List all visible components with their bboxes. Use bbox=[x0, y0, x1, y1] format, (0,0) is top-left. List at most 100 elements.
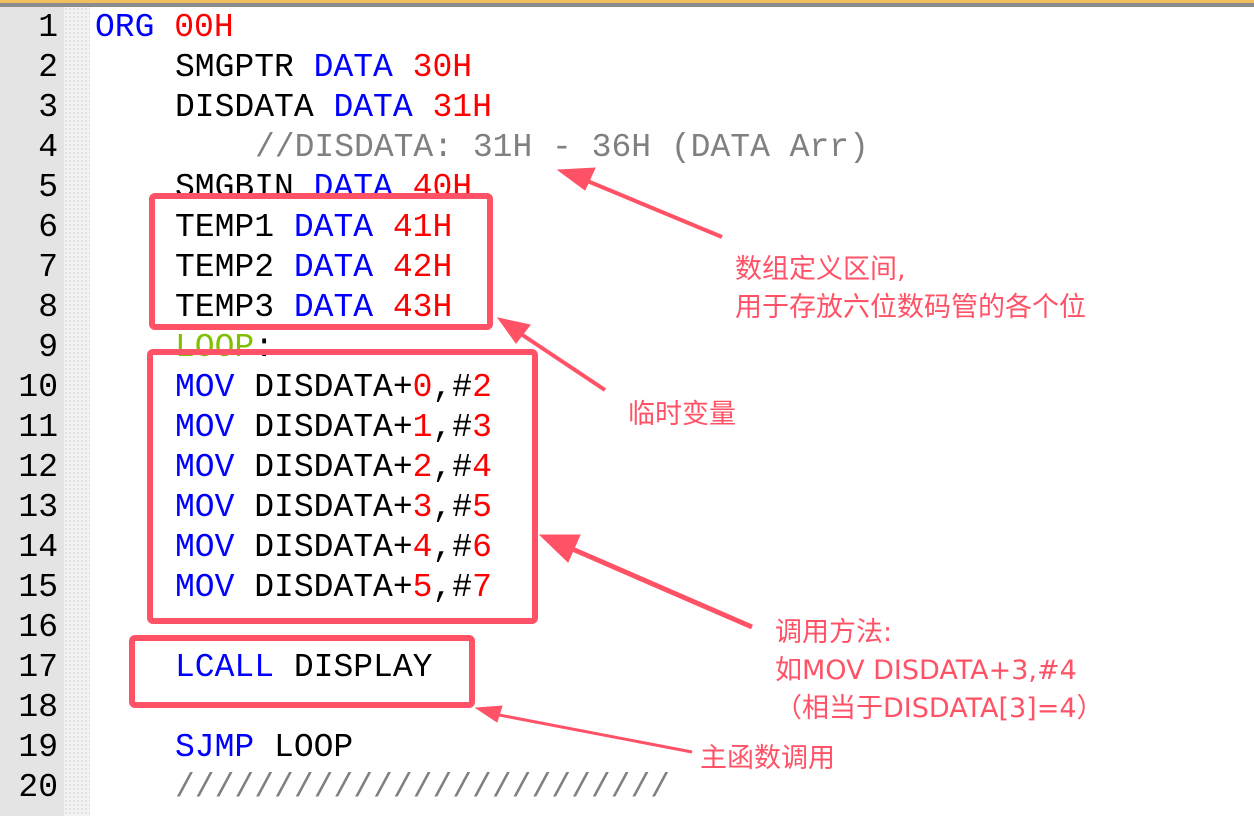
code-line[interactable]: 18 bbox=[0, 688, 60, 728]
code-text: MOV DISDATA+1,#3 bbox=[175, 408, 492, 448]
code-token: 3 bbox=[472, 409, 492, 446]
code-token: 3 bbox=[412, 489, 433, 526]
code-line[interactable]: 3 DISDATA DATA 31H bbox=[0, 88, 492, 128]
usage-note: 调用方法: 如MOV DISDATA+3,#4 （相当于DISDATA[3]=4） bbox=[775, 614, 1104, 728]
code-line[interactable]: 14 MOV DISDATA+4,#6 bbox=[0, 528, 492, 568]
array-note: 数组定义区间, 用于存放六位数码管的各个位 bbox=[735, 251, 1086, 327]
code-line[interactable]: 5 SMGBIN DATA 40H bbox=[0, 168, 472, 208]
code-token: ORG bbox=[95, 9, 155, 46]
temp-note: 临时变量 bbox=[628, 399, 736, 430]
code-text: MOV DISDATA+3,#5 bbox=[175, 488, 492, 528]
arrow-usage-head bbox=[538, 534, 581, 563]
line-number: 14 bbox=[18, 529, 58, 566]
line-number: 7 bbox=[38, 249, 58, 286]
line-number: 3 bbox=[38, 89, 58, 126]
line-number: 9 bbox=[38, 329, 58, 366]
code-line[interactable]: 13 MOV DISDATA+3,#5 bbox=[0, 488, 492, 528]
line-number: 5 bbox=[38, 169, 58, 206]
code-token: ,# bbox=[432, 529, 473, 566]
code-token: 0 bbox=[412, 369, 433, 406]
line-number: 13 bbox=[18, 489, 58, 526]
code-line[interactable]: 17 LCALL DISPLAY bbox=[0, 648, 432, 688]
code-text: TEMP2 DATA 42H bbox=[175, 248, 452, 288]
code-token: LCALL bbox=[175, 649, 275, 686]
code-text: SMGBIN DATA 40H bbox=[175, 168, 472, 208]
code-text: DISDATA DATA 31H bbox=[175, 88, 492, 128]
call-note: 主函数调用 bbox=[700, 743, 835, 774]
arrow-array-head bbox=[556, 167, 596, 191]
code-line[interactable]: 12 MOV DISDATA+2,#4 bbox=[0, 448, 492, 488]
code-token: 00H bbox=[174, 9, 234, 46]
code-token: MOV bbox=[175, 489, 235, 526]
code-line[interactable]: 1 ORG 00H bbox=[0, 8, 233, 48]
code-token: ,# bbox=[432, 449, 473, 486]
lcall-highlight-box bbox=[129, 635, 475, 708]
code-text: SMGPTR DATA 30H bbox=[175, 48, 472, 88]
code-token: 42H bbox=[392, 249, 453, 286]
code-line[interactable]: 19 SJMP LOOP bbox=[0, 728, 353, 768]
code-line[interactable]: 20 ///////////////////////// bbox=[0, 768, 670, 808]
code-text: ORG 00H bbox=[95, 8, 234, 48]
code-token: ,# bbox=[432, 409, 473, 446]
code-text: ///////////////////////// bbox=[175, 768, 670, 808]
code-text: MOV DISDATA+4,#6 bbox=[175, 528, 492, 568]
code-line[interactable]: 2 SMGPTR DATA 30H bbox=[0, 48, 472, 88]
code-token: ///////////////////////// bbox=[175, 769, 671, 806]
line-number: 6 bbox=[38, 209, 58, 246]
line-number: 1 bbox=[38, 9, 58, 46]
code-line[interactable]: 16 bbox=[0, 608, 60, 648]
line-number: 11 bbox=[18, 409, 58, 446]
code-line[interactable]: 15 MOV DISDATA+5,#7 bbox=[0, 568, 492, 608]
code-text: LCALL DISPLAY bbox=[175, 648, 432, 688]
code-token: ,# bbox=[432, 569, 473, 606]
code-token: DATA bbox=[313, 169, 393, 206]
code-token: //DISDATA: 31H - 36H (DATA Arr) bbox=[255, 129, 869, 166]
arrow-temp-line bbox=[516, 330, 607, 392]
code-token: DATA bbox=[293, 249, 374, 286]
code-token: DISPLAY bbox=[274, 649, 433, 686]
code-token: 2 bbox=[472, 369, 492, 406]
code-token: 1 bbox=[412, 409, 433, 446]
line-number: 4 bbox=[38, 129, 58, 166]
code-token: DISDATA+ bbox=[234, 489, 413, 526]
code-token: SJMP bbox=[175, 729, 255, 766]
code-token: 2 bbox=[412, 449, 433, 486]
code-token: DATA bbox=[293, 209, 374, 246]
usage-note-line-1: 调用方法: bbox=[775, 617, 893, 648]
code-text: SJMP LOOP bbox=[175, 728, 353, 768]
code-line[interactable]: 11 MOV DISDATA+1,#3 bbox=[0, 408, 492, 448]
array-note-line-1: 数组定义区间, bbox=[735, 254, 906, 285]
line-number: 12 bbox=[18, 449, 58, 486]
code-token: 5 bbox=[412, 569, 433, 606]
code-line[interactable]: 4 //DISDATA: 31H - 36H (DATA Arr) bbox=[0, 128, 869, 168]
code-token: DISDATA+ bbox=[234, 409, 413, 446]
code-line[interactable]: 9 LOOP: bbox=[0, 328, 274, 368]
line-number: 17 bbox=[18, 649, 58, 686]
code-line[interactable]: 10 MOV DISDATA+0,#2 bbox=[0, 368, 492, 408]
code-token: 40H bbox=[412, 169, 473, 206]
line-number: 8 bbox=[38, 289, 58, 326]
code-token: 43H bbox=[392, 289, 453, 326]
line-number: 19 bbox=[18, 729, 58, 766]
code-token: SMGPTR bbox=[175, 49, 294, 86]
code-line[interactable]: 6 TEMP1 DATA 41H bbox=[0, 208, 452, 248]
code-text: MOV DISDATA+5,#7 bbox=[175, 568, 492, 608]
code-text: TEMP1 DATA 41H bbox=[175, 208, 452, 248]
code-token: : bbox=[254, 329, 275, 366]
line-number: 16 bbox=[18, 609, 58, 646]
code-token: LOOP bbox=[254, 729, 354, 766]
code-token: MOV bbox=[175, 369, 235, 406]
code-line[interactable]: 8 TEMP3 DATA 43H bbox=[0, 288, 452, 328]
code-text: MOV DISDATA+0,#2 bbox=[175, 368, 492, 408]
code-token: DISDATA+ bbox=[234, 449, 413, 486]
code-token: MOV bbox=[175, 529, 235, 566]
usage-note-line-2: 如MOV DISDATA+3,#4 bbox=[775, 655, 1077, 686]
arrow-temp-head bbox=[496, 317, 531, 344]
code-text: TEMP3 DATA 43H bbox=[175, 288, 452, 328]
code-text: MOV DISDATA+2,#4 bbox=[175, 448, 492, 488]
line-number: 15 bbox=[18, 569, 58, 606]
usage-note-line-3: （相当于DISDATA[3]=4） bbox=[775, 693, 1104, 724]
code-token: 30H bbox=[412, 49, 473, 86]
code-token: 5 bbox=[472, 489, 492, 526]
code-line[interactable]: 7 TEMP2 DATA 42H bbox=[0, 248, 452, 288]
